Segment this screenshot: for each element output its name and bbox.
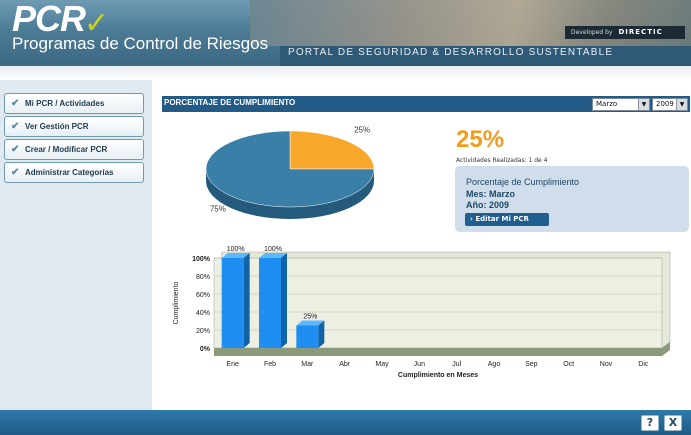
- sidebar-item-crear-modificar[interactable]: ✔ Crear / Modificar PCR: [4, 139, 144, 160]
- bar-top-Mar: [296, 320, 325, 326]
- plot-floor: [214, 342, 670, 356]
- x-axis-label: Cumplimiento en Meses: [398, 372, 478, 379]
- check-icon: ✔: [11, 98, 20, 109]
- portal-title: PORTAL DE SEGURIDAD & DESARROLLO SUSTENT…: [288, 47, 614, 58]
- sidebar-item-label: Mi PCR / Actividades: [25, 99, 105, 108]
- sidebar-item-label: Ver Gestión PCR: [25, 122, 89, 131]
- check-icon: ✔: [11, 121, 20, 132]
- x-tick-label: Nov: [600, 361, 613, 368]
- sidebar-item-administrar-categorias[interactable]: ✔ Administrar Categorías: [4, 162, 144, 183]
- y-tick-label: 60%: [196, 292, 210, 299]
- x-tick-label: Mar: [301, 361, 314, 368]
- bar-Feb: [259, 258, 281, 348]
- compliance-info-box: Porcentaje de Cumplimiento Mes: Marzo Añ…: [455, 166, 689, 232]
- x-tick-label: Sep: [525, 361, 538, 368]
- header-strip: [280, 46, 691, 66]
- bar-Mar: [296, 325, 319, 348]
- year-select[interactable]: 2009 ▼: [652, 98, 688, 111]
- bar-top-Ene: [221, 253, 250, 258]
- x-tick-label: Feb: [264, 361, 276, 368]
- logo: PCR: [12, 0, 86, 39]
- x-tick-label: Jun: [414, 361, 425, 368]
- pie-label-1: 75%: [210, 205, 226, 214]
- y-tick-label: 40%: [196, 310, 210, 317]
- bar-top-Feb: [259, 253, 287, 258]
- y-tick-label: 0%: [200, 346, 211, 353]
- pie-slice-1: [206, 130, 375, 208]
- header-divider: [0, 66, 691, 80]
- chevron-down-icon: ▼: [638, 99, 649, 110]
- bar-side-Feb: [281, 253, 287, 348]
- info-year: Año: 2009: [466, 200, 510, 210]
- check-icon: ✔: [11, 167, 20, 178]
- sidebar-item-mi-pcr[interactable]: ✔ Mi PCR / Actividades: [4, 93, 144, 114]
- footer-bar: ? X: [0, 410, 691, 435]
- x-tick-label: Oct: [563, 361, 574, 368]
- developed-by-label: Developed by: [571, 29, 613, 36]
- edit-my-pcr-button[interactable]: › Editar Mi PCR: [465, 213, 549, 226]
- x-tick-label: Jul: [452, 361, 461, 368]
- sidebar-item-label: Crear / Modificar PCR: [25, 145, 108, 154]
- close-button[interactable]: X: [664, 415, 682, 431]
- panel-header: PORCENTAJE DE CUMPLIMIENTO Marzo ▼ 2009 …: [162, 96, 690, 112]
- bar-data-label: 100%: [264, 246, 282, 253]
- app-subtitle: Programas de Control de Riesgos: [12, 34, 269, 53]
- pie-label-0: 25%: [354, 125, 370, 134]
- chevron-down-icon: ▼: [676, 99, 687, 110]
- compliance-percent: 25%: [456, 126, 505, 153]
- header-photo: [250, 0, 691, 46]
- bar-data-label: 100%: [227, 246, 245, 253]
- sidebar: ✔ Mi PCR / Actividades ✔ Ver Gestión PCR…: [0, 80, 152, 410]
- developer-name: DIRECTIC: [618, 28, 663, 36]
- x-tick-label: Abr: [339, 361, 351, 368]
- y-axis-label: Cumplimiento: [173, 281, 180, 324]
- bar-side-Mar: [318, 320, 325, 348]
- sidebar-item-ver-gestion[interactable]: ✔ Ver Gestión PCR: [4, 116, 144, 137]
- x-tick-label: Ene: [226, 361, 239, 368]
- info-month: Mes: Marzo: [466, 189, 516, 199]
- pie-slice-0: [289, 130, 375, 170]
- month-select-value: Marzo: [596, 100, 618, 108]
- year-select-value: 2009: [656, 100, 674, 108]
- info-title: Porcentaje de Cumplimiento: [466, 177, 580, 187]
- y-tick-label: 20%: [196, 328, 210, 335]
- logo-check-icon: ✓: [84, 6, 110, 41]
- month-select[interactable]: Marzo ▼: [592, 98, 650, 111]
- x-tick-label: May: [375, 361, 389, 368]
- pie-chart: 25% 75%: [206, 125, 375, 219]
- bar-Ene: [221, 258, 244, 348]
- x-tick-label: Ago: [488, 361, 501, 368]
- sidebar-item-label: Administrar Categorías: [25, 168, 114, 177]
- bar-chart: 0% 20% 40% 60% 80% 100% 100% Ene 100% Feb 25% Mar Ab…: [173, 246, 671, 379]
- y-tick-label: 80%: [196, 274, 210, 281]
- help-button[interactable]: ?: [641, 415, 659, 431]
- developer-badge: Developed by DIRECTIC: [565, 26, 685, 39]
- panel-title: PORCENTAJE DE CUMPLIMIENTO: [164, 98, 296, 107]
- activities-done: Actividades Realizadas: 1 de 4: [456, 157, 548, 164]
- y-tick-label: 100%: [192, 256, 211, 263]
- header-banner: PCR ✓ Programas de Control de Riesgos PO…: [0, 0, 691, 66]
- x-tick-label: Dic: [638, 361, 649, 368]
- bar-data-label: 25%: [303, 314, 317, 321]
- bar-side-Ene: [243, 253, 250, 348]
- check-icon: ✔: [11, 144, 20, 155]
- compliance-panel: PORCENTAJE DE CUMPLIMIENTO Marzo ▼ 2009 …: [162, 96, 690, 396]
